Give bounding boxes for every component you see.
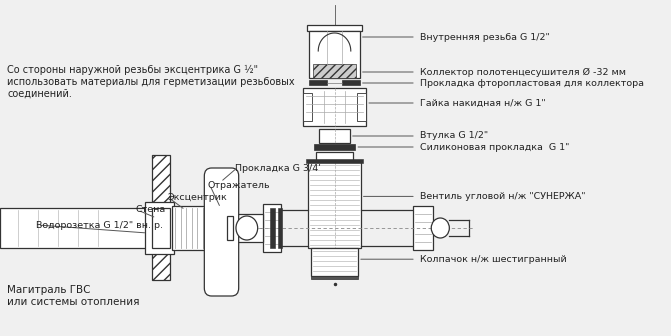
Bar — [342, 80, 360, 85]
Text: Силиконовая прокладка  G 1": Силиконовая прокладка G 1" — [421, 142, 570, 152]
Text: Отражатель: Отражатель — [208, 180, 270, 190]
Text: Водорозетка G 1/2" вн. р.: Водорозетка G 1/2" вн. р. — [36, 220, 163, 229]
Text: Колпачок н/ж шестигранный: Колпачок н/ж шестигранный — [421, 255, 567, 264]
Bar — [278, 208, 282, 248]
Text: Эксцентрик: Эксцентрик — [167, 194, 227, 203]
Text: Стена: Стена — [136, 206, 166, 214]
Bar — [314, 144, 356, 150]
Bar — [308, 162, 361, 248]
Bar — [311, 248, 358, 276]
Text: Гайка накидная н/ж G 1": Гайка накидная н/ж G 1" — [421, 98, 546, 108]
Bar — [357, 93, 366, 121]
Text: Коллектор полотенцесушителя Ø -32 мм: Коллектор полотенцесушителя Ø -32 мм — [421, 68, 627, 77]
FancyBboxPatch shape — [205, 168, 239, 296]
Text: Втулка G 1/2": Втулка G 1/2" — [421, 131, 488, 140]
Bar — [227, 214, 263, 242]
Text: Внутренняя резьба G 1/2": Внутренняя резьба G 1/2" — [421, 33, 550, 42]
Text: Вентиль угловой н/ж "СУНЕРЖА": Вентиль угловой н/ж "СУНЕРЖА" — [421, 192, 586, 201]
Bar — [145, 202, 174, 254]
Text: Прокладка G 3/4ʹ: Прокладка G 3/4ʹ — [235, 163, 321, 173]
Bar — [309, 80, 327, 85]
Circle shape — [236, 216, 258, 240]
Text: Со стороны наружной резьбы эксцентрика G ½"
использовать материалы для герметиза: Со стороны наружной резьбы эксцентрика G… — [7, 65, 295, 98]
Circle shape — [431, 218, 450, 238]
Text: Магитраль ГВС
или системы отопления: Магитраль ГВС или системы отопления — [7, 285, 140, 306]
Bar — [303, 88, 366, 126]
Bar — [0, 208, 152, 248]
Bar — [303, 93, 312, 121]
Bar — [263, 204, 281, 252]
Bar — [227, 216, 234, 240]
Bar — [172, 206, 208, 250]
Bar — [413, 206, 433, 250]
Bar — [152, 155, 170, 280]
Bar — [307, 159, 362, 163]
Bar — [319, 129, 350, 143]
Bar — [307, 25, 362, 31]
Bar — [311, 276, 358, 279]
Bar — [152, 208, 170, 248]
Bar — [313, 64, 356, 78]
Bar — [309, 31, 360, 78]
Bar — [270, 208, 275, 248]
Bar — [317, 152, 352, 162]
Text: Прокладка фторопластовая для коллектора: Прокладка фторопластовая для коллектора — [421, 79, 644, 87]
